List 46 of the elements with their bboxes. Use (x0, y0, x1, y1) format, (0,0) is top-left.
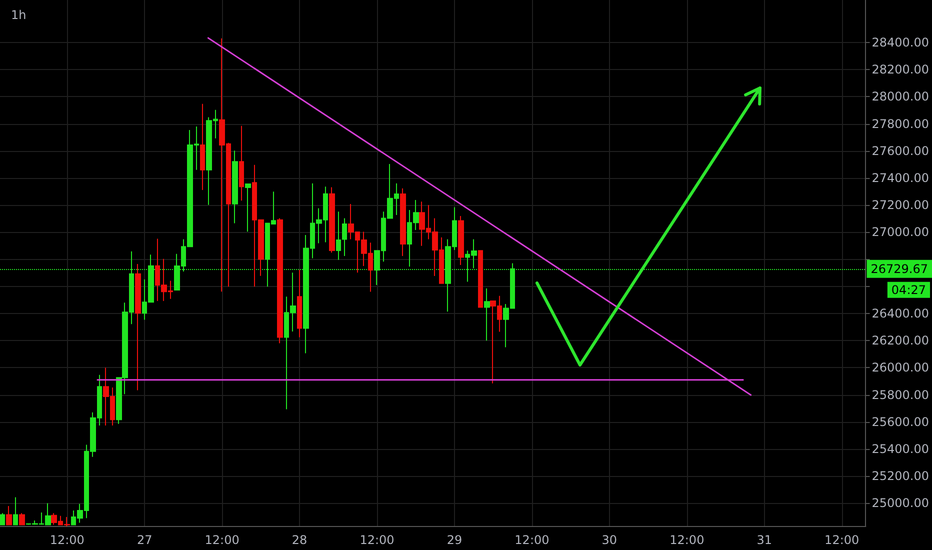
text: 04:27 (891, 282, 926, 297)
y-tick-label: 26000.00 (872, 360, 930, 375)
candlestick (6, 505, 12, 526)
x-tick-label: 12:00 (360, 533, 394, 547)
y-tick-label: 25400.00 (872, 442, 930, 456)
candlestick (13, 496, 18, 526)
x-tick-label: 12:00 (824, 533, 860, 547)
candlestick (484, 288, 490, 342)
candlestick (277, 218, 283, 344)
candlestick (200, 103, 205, 190)
y-tick-label: 25200.00 (872, 469, 930, 484)
candlestick (232, 150, 238, 224)
x-tick-label: 12:00 (514, 533, 550, 547)
candlestick (135, 263, 141, 391)
x-tick-label: 29 (446, 533, 462, 547)
y-tick-label: 27000.00 (872, 225, 930, 240)
candlestick (478, 250, 483, 308)
x-tick-label: 31 (756, 533, 772, 547)
x-tick-label: 12:00 (204, 533, 240, 547)
y-tick-label: 27800.00 (872, 116, 930, 131)
candlestick (458, 215, 464, 266)
x-tick-label: 28 (292, 533, 308, 547)
y-tick-label: 26400.00 (872, 306, 930, 321)
y-tick-label: 26200.00 (872, 334, 930, 348)
y-tick-label: 25600.00 (872, 414, 930, 429)
x-tick-label: 27 (136, 533, 152, 547)
y-tick-label: 27600.00 (872, 144, 930, 158)
candlestick (19, 512, 25, 526)
candlestick (239, 125, 244, 202)
candlestick (0, 512, 5, 526)
x-tick-label: 12:00 (50, 533, 84, 547)
y-tick-label: 27400.00 (872, 171, 930, 186)
candlestick (297, 269, 302, 338)
y-tick-label: 28000.00 (872, 90, 930, 104)
candlestick (400, 188, 406, 256)
x-tick-label: 12:00 (670, 533, 704, 547)
text: 1h (11, 8, 26, 22)
x-tick-label: 30 (602, 533, 618, 547)
y-tick-label: 27200.00 (872, 198, 930, 212)
y-tick-label: 28400.00 (872, 36, 930, 50)
y-tick-label: 28200.00 (872, 62, 930, 77)
y-tick-label: 25800.00 (872, 388, 930, 402)
candlestick (245, 184, 251, 232)
candlestick (329, 186, 335, 254)
y-tick-label: 25000.00 (872, 496, 930, 510)
ref-line-label: 26729.67 (870, 262, 928, 276)
